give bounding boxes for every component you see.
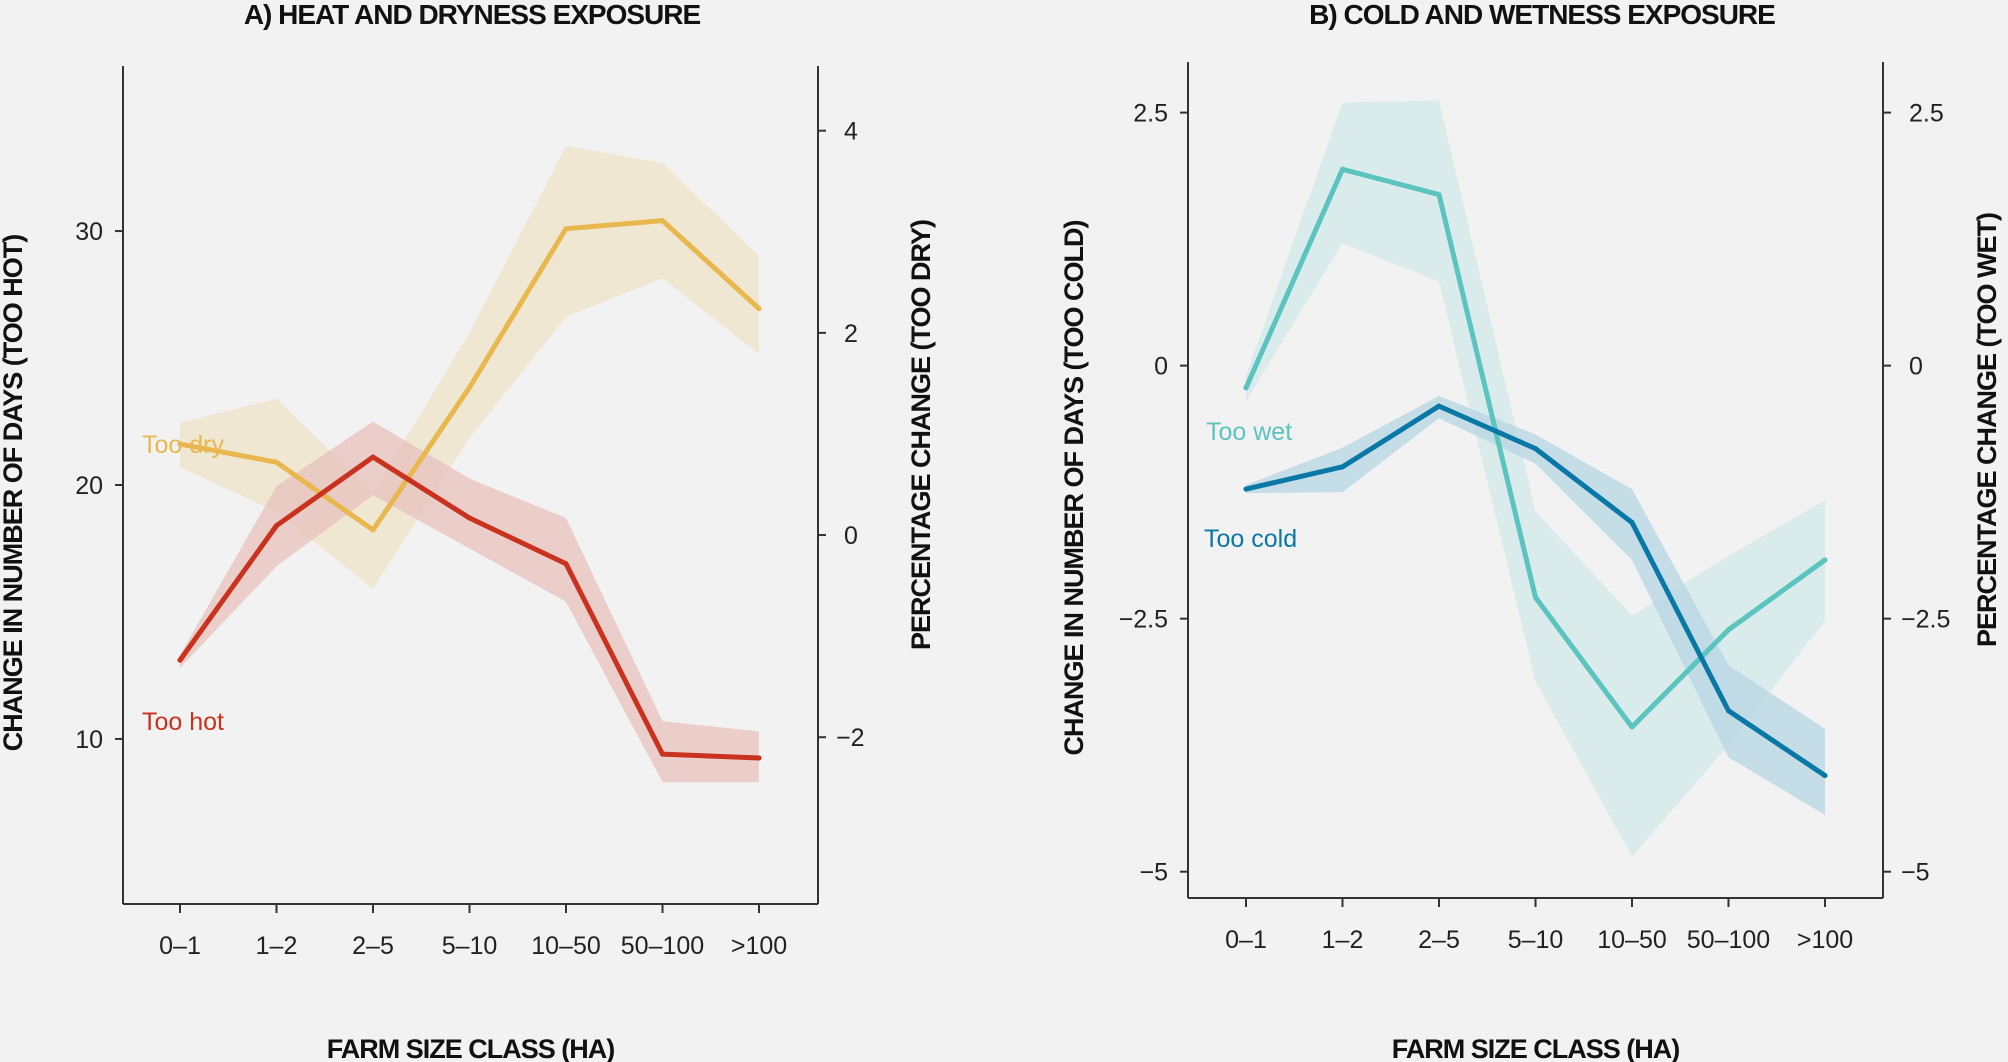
data-point-too-cold [1340, 464, 1345, 470]
chart-title: B) COLD AND WETNESS EXPOSURE [1309, 0, 1775, 30]
data-point-too-hot [756, 755, 762, 761]
x-tick-label: 10–50 [1597, 926, 1667, 954]
data-point-too-hot [274, 523, 279, 529]
data-point-too-dry [563, 226, 569, 232]
x-tick-label: 5–10 [1508, 926, 1564, 954]
series-label-too-hot: Too hot [142, 708, 224, 736]
data-point-too-wet [1533, 594, 1538, 600]
x-tick-label: 50–100 [621, 932, 704, 960]
x-tick-label: >100 [1797, 926, 1853, 954]
x-tick-label: 50–100 [1687, 926, 1770, 954]
x-tick-label: 1–2 [256, 932, 298, 960]
confidence-band-too-hot [180, 421, 759, 783]
y-axis-title-right: PERCENTAGE CHANGE (TOO WET) [1972, 213, 2002, 647]
x-tick-label: 0–1 [159, 932, 201, 960]
y-tick-label-right: 4 [844, 118, 858, 146]
data-point-too-cold [1629, 520, 1635, 526]
chart-title: A) HEAT AND DRYNESS EXPOSURE [244, 0, 701, 30]
y-tick-label-right: 0 [844, 522, 858, 550]
x-tick-label: 5–10 [442, 932, 498, 960]
y-tick-label-left: 30 [75, 218, 103, 246]
y-tick-label-left: 0 [1154, 353, 1168, 381]
data-point-too-hot [370, 454, 376, 460]
data-point-too-cold [1533, 446, 1538, 452]
data-point-too-hot [467, 515, 472, 521]
data-point-too-wet [1726, 627, 1731, 633]
y-axis-title-left: CHANGE IN NUMBER OF DAYS (TOO COLD) [1059, 220, 1089, 755]
x-tick-label: 1–2 [1322, 926, 1364, 954]
data-point-too-wet [1629, 724, 1635, 730]
data-point-too-hot [177, 657, 183, 663]
panel-a: A) HEAT AND DRYNESS EXPOSURE Too dry Too h… [0, 0, 936, 1062]
data-point-too-dry [177, 441, 183, 447]
x-tick-label: 2–5 [1418, 926, 1460, 954]
data-point-too-hot [563, 561, 569, 567]
x-tick-label: >100 [731, 932, 787, 960]
y-tick-label-right: 2.5 [1909, 100, 1944, 128]
data-point-too-wet [1822, 557, 1828, 563]
data-point-too-cold [1243, 486, 1249, 492]
y-tick-label-right: −2 [836, 724, 865, 752]
y-tick-label-right: 2 [844, 320, 858, 348]
x-tick-label: 2–5 [352, 932, 394, 960]
y-tick-label-left: −5 [1139, 859, 1168, 887]
y-tick-label-left: 2.5 [1133, 100, 1168, 128]
y-tick-label-right: −5 [1901, 859, 1930, 887]
series-label-too-cold: Too cold [1204, 525, 1297, 553]
series-label-too-wet: Too wet [1206, 418, 1292, 446]
data-point-too-cold [1822, 773, 1828, 779]
data-point-too-dry [370, 527, 376, 533]
data-point-too-dry [756, 306, 762, 312]
y-tick-label-right: 0 [1909, 353, 1923, 381]
confidence-band-too-wet [1246, 100, 1825, 857]
y-tick-label-left: −2.5 [1119, 606, 1168, 634]
x-tick-label: 0–1 [1225, 926, 1267, 954]
data-point-too-dry [467, 384, 472, 390]
data-point-too-wet [1243, 385, 1249, 391]
panel-b: B) COLD AND WETNESS EXPOSURE Too wet Too c… [1059, 0, 2002, 1062]
y-axis-title-left: CHANGE IN NUMBER OF DAYS (TOO HOT) [0, 235, 28, 752]
x-tick-label: 10–50 [531, 932, 601, 960]
data-point-too-wet [1340, 166, 1345, 172]
data-point-too-dry [274, 459, 279, 465]
data-point-too-cold [1726, 708, 1731, 714]
x-axis-title: FARM SIZE CLASS (HA) [327, 1034, 615, 1062]
y-axis-title-right: PERCENTAGE CHANGE (TOO DRY) [906, 220, 936, 650]
y-tick-label-left: 10 [75, 726, 103, 754]
series-label-too-dry: Too dry [142, 431, 224, 459]
confidence-band-too-cold [1246, 395, 1825, 816]
y-tick-label-right: −2.5 [1901, 606, 1950, 634]
data-point-too-hot [660, 751, 665, 757]
data-point-too-wet [1436, 192, 1442, 198]
data-point-too-dry [660, 218, 665, 224]
x-axis-title: FARM SIZE CLASS (HA) [1392, 1034, 1680, 1062]
y-tick-label-left: 20 [75, 472, 103, 500]
data-point-too-cold [1436, 403, 1442, 409]
